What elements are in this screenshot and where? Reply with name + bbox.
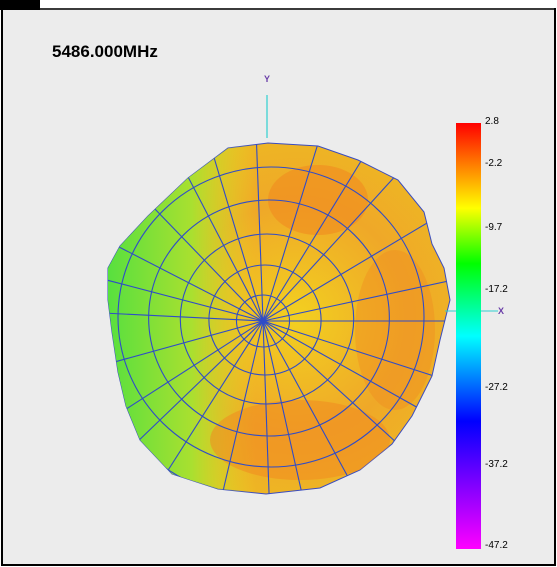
title-tab bbox=[0, 0, 40, 10]
mesh-spoke bbox=[262, 143, 400, 322]
y-axis-label: Y bbox=[264, 74, 271, 84]
colorbar-tick: 2.8 bbox=[485, 116, 499, 127]
mesh-spoke bbox=[108, 254, 264, 322]
mesh-ring bbox=[117, 166, 425, 468]
mesh-spoke bbox=[108, 307, 264, 322]
mesh-spoke bbox=[262, 265, 450, 322]
colorbar-tick: -9.7 bbox=[485, 222, 503, 233]
colorbar-tick: -2.2 bbox=[485, 158, 503, 169]
mesh-spoke bbox=[262, 320, 388, 494]
top-white-band bbox=[0, 0, 557, 8]
mesh-ring bbox=[208, 264, 322, 376]
mesh-spoke bbox=[108, 201, 264, 322]
mesh-spoke bbox=[202, 320, 264, 494]
frequency-label: 5486.000MHz bbox=[52, 42, 158, 61]
mesh-spoke bbox=[262, 320, 273, 494]
mesh-spoke bbox=[262, 320, 450, 402]
mesh-spoke bbox=[252, 143, 264, 322]
mesh-spoke bbox=[108, 320, 264, 391]
colorbar-tick: -37.2 bbox=[485, 459, 508, 470]
mesh-spoke bbox=[122, 320, 264, 494]
mesh-spoke bbox=[262, 320, 450, 449]
mesh-ring bbox=[235, 294, 291, 348]
mesh-spoke bbox=[262, 320, 321, 494]
mesh-spoke bbox=[262, 143, 341, 322]
mesh-ring bbox=[179, 233, 355, 405]
mesh-spoke bbox=[108, 320, 264, 494]
mesh-spoke bbox=[142, 143, 264, 322]
x-axis-label: X bbox=[498, 306, 505, 316]
mesh-spoke bbox=[108, 320, 264, 463]
colorbar-tick: -47.2 bbox=[485, 540, 508, 551]
colorbar bbox=[456, 123, 481, 549]
colorbar-tick: -17.2 bbox=[485, 284, 508, 295]
colorbar-tick: -27.2 bbox=[485, 382, 508, 393]
mesh-ring bbox=[148, 199, 390, 437]
mesh-spoke bbox=[187, 143, 264, 322]
